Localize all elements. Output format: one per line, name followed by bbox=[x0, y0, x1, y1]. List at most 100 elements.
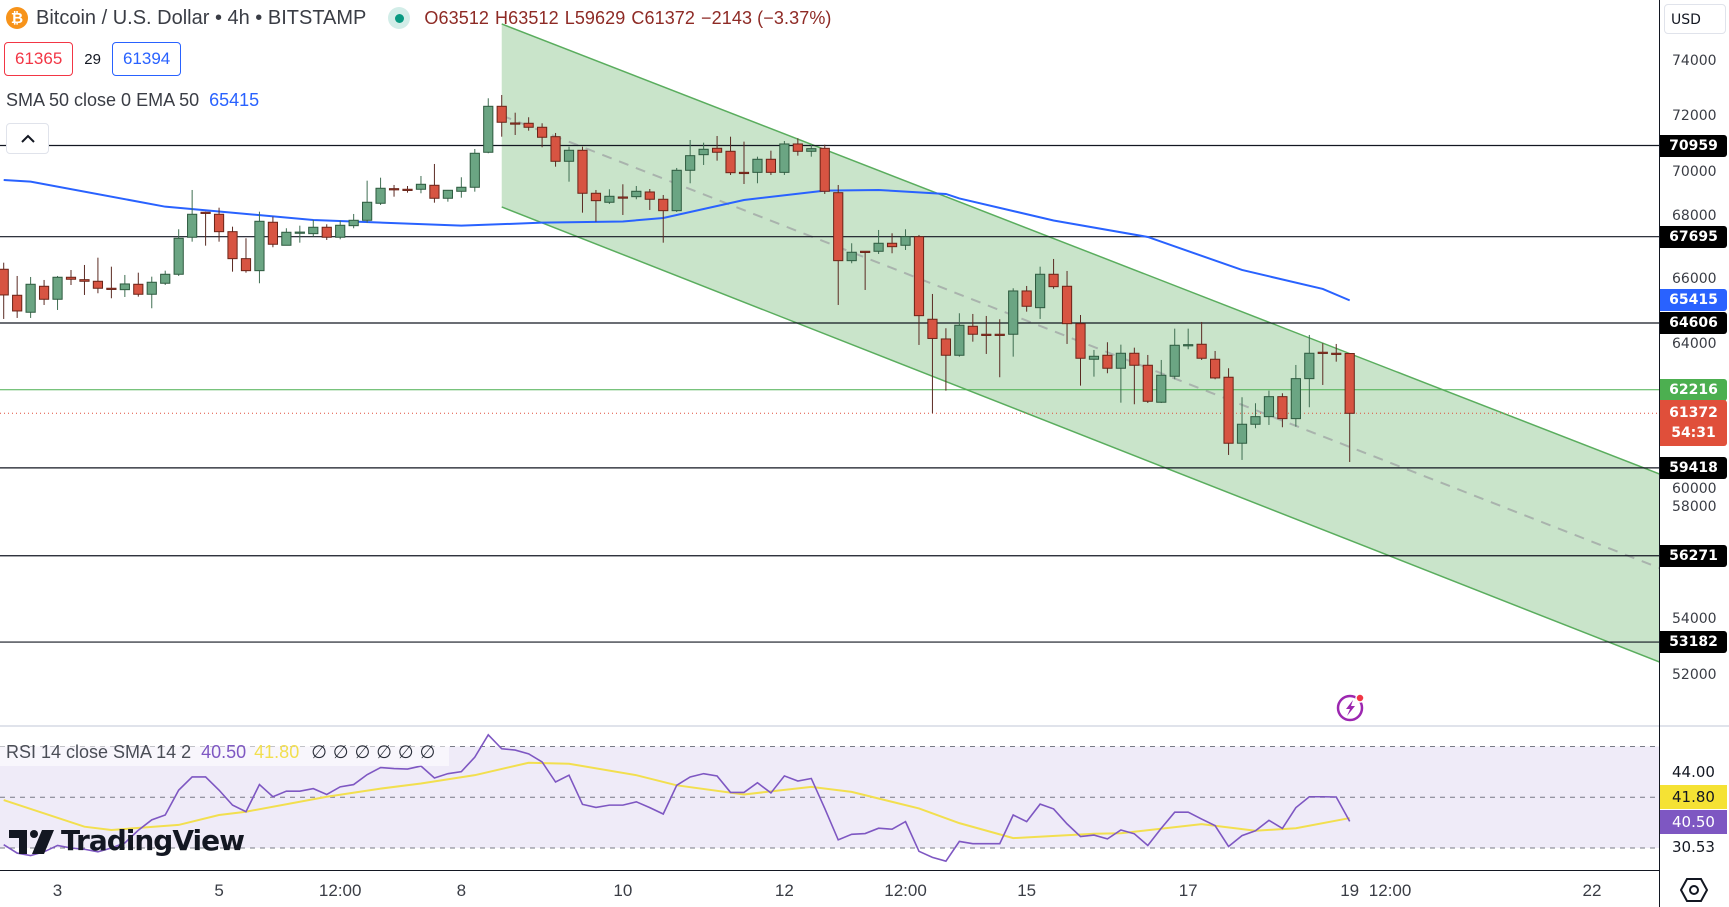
candle-down[interactable] bbox=[92, 257, 104, 294]
candle-down[interactable] bbox=[913, 234, 925, 345]
candle-down[interactable] bbox=[1021, 285, 1032, 312]
candle-up[interactable] bbox=[52, 275, 63, 310]
candle-down[interactable] bbox=[550, 132, 561, 167]
indicator-legend[interactable]: SMA 50 close 0 EMA 50 65415 bbox=[6, 90, 259, 111]
sell-button[interactable]: 61365 bbox=[4, 42, 74, 76]
settings-icon[interactable] bbox=[1680, 877, 1708, 903]
candle-down[interactable] bbox=[577, 146, 588, 213]
candle-down[interactable] bbox=[833, 184, 844, 305]
candle-down[interactable] bbox=[267, 216, 278, 248]
candle-down[interactable] bbox=[738, 141, 750, 184]
candle-down[interactable] bbox=[1048, 258, 1059, 289]
candle-up[interactable] bbox=[173, 229, 184, 276]
candle-up[interactable] bbox=[415, 175, 427, 194]
candle-up[interactable] bbox=[456, 177, 467, 198]
candle-up[interactable] bbox=[806, 144, 817, 157]
candle-up[interactable] bbox=[698, 142, 709, 165]
price-pane[interactable] bbox=[0, 23, 1660, 663]
candle-down[interactable] bbox=[967, 313, 978, 342]
candle-up[interactable] bbox=[1304, 334, 1315, 408]
candle-up[interactable] bbox=[631, 185, 642, 200]
candle-down[interactable] bbox=[510, 112, 521, 135]
candle-down[interactable] bbox=[496, 94, 507, 137]
indicator-label[interactable]: SMA 50 close 0 EMA 50 bbox=[6, 90, 200, 110]
candle-down[interactable] bbox=[213, 207, 225, 242]
candle-down[interactable] bbox=[537, 123, 548, 148]
pane-divider[interactable] bbox=[0, 725, 1729, 727]
candle-down[interactable] bbox=[388, 184, 400, 197]
candle-down[interactable] bbox=[792, 138, 803, 156]
candle-up[interactable] bbox=[954, 313, 965, 357]
candle-down[interactable] bbox=[765, 150, 777, 175]
candle-up[interactable] bbox=[1115, 344, 1126, 403]
candle-up[interactable] bbox=[348, 213, 359, 229]
candle-down[interactable] bbox=[819, 144, 830, 194]
rsi-label[interactable]: RSI 14 close SMA 14 2 bbox=[6, 741, 192, 762]
candle-up[interactable] bbox=[671, 167, 682, 212]
candle-up[interactable] bbox=[1183, 328, 1194, 350]
candle-down[interactable] bbox=[79, 264, 90, 295]
candle-up[interactable] bbox=[846, 243, 857, 264]
candle-down[interactable] bbox=[711, 135, 723, 161]
candle-up[interactable] bbox=[187, 189, 198, 242]
candle-up[interactable] bbox=[1250, 403, 1261, 429]
channel-lower-line[interactable] bbox=[501, 206, 1660, 663]
candle-up[interactable] bbox=[1035, 266, 1046, 319]
candle-up[interactable] bbox=[362, 180, 373, 223]
candle-up[interactable] bbox=[779, 140, 790, 175]
candle-down[interactable] bbox=[1075, 314, 1086, 386]
rsi-legend[interactable]: RSI 14 close SMA 14 2 40.50 41.80 ∅∅∅∅∅∅ bbox=[0, 738, 450, 766]
candle-down[interactable] bbox=[1129, 347, 1140, 405]
candle-up[interactable] bbox=[1169, 328, 1180, 380]
candle-up[interactable] bbox=[752, 156, 763, 184]
candle-down[interactable] bbox=[658, 194, 669, 243]
candle-down[interactable] bbox=[65, 269, 77, 285]
candle-up[interactable] bbox=[604, 189, 615, 204]
candle-down[interactable] bbox=[133, 272, 144, 297]
candle-up[interactable] bbox=[873, 229, 884, 254]
candle-down[interactable] bbox=[429, 163, 440, 203]
candle-down[interactable] bbox=[644, 188, 655, 210]
candle-down[interactable] bbox=[981, 315, 992, 354]
candle-up[interactable] bbox=[1236, 397, 1248, 460]
candle-down[interactable] bbox=[1142, 354, 1153, 404]
candle-up[interactable] bbox=[1156, 359, 1167, 404]
candle-up[interactable] bbox=[685, 139, 696, 184]
candle-up[interactable] bbox=[119, 274, 130, 297]
candle-up[interactable] bbox=[442, 189, 453, 202]
candle-up[interactable] bbox=[308, 219, 319, 237]
lightning-alert-icon[interactable] bbox=[1335, 691, 1367, 723]
candle-down[interactable] bbox=[940, 328, 951, 391]
candle-down[interactable] bbox=[1210, 350, 1221, 380]
candle-up[interactable] bbox=[483, 98, 494, 154]
candle-down[interactable] bbox=[1196, 321, 1207, 360]
candle-down[interactable] bbox=[240, 238, 252, 273]
candle-up[interactable] bbox=[469, 148, 480, 192]
candle-down[interactable] bbox=[617, 184, 628, 215]
candle-down[interactable] bbox=[1223, 368, 1234, 455]
candle-up[interactable] bbox=[25, 276, 36, 318]
tradingview-logo[interactable]: TradingView bbox=[9, 824, 245, 857]
candle-up[interactable] bbox=[294, 225, 305, 243]
symbol-title[interactable]: Bitcoin / U.S. Dollar • 4h • BITSTAMP bbox=[36, 6, 367, 29]
candle-up[interactable] bbox=[281, 228, 292, 246]
candle-down[interactable] bbox=[590, 189, 602, 222]
candle-down[interactable] bbox=[402, 185, 413, 193]
candle-up[interactable] bbox=[1263, 390, 1275, 425]
candle-down[interactable] bbox=[1331, 343, 1342, 362]
candle-down[interactable] bbox=[38, 279, 50, 305]
currency-selector[interactable]: USD bbox=[1664, 4, 1726, 34]
candle-up[interactable] bbox=[160, 270, 171, 285]
candle-down[interactable] bbox=[1061, 270, 1073, 344]
candle-up[interactable] bbox=[254, 211, 265, 284]
candle-down[interactable] bbox=[200, 211, 211, 246]
candle-down[interactable] bbox=[1102, 342, 1113, 374]
candle-down[interactable] bbox=[321, 224, 332, 240]
market-status-icon[interactable] bbox=[388, 7, 411, 29]
buy-button[interactable]: 61394 bbox=[111, 42, 182, 76]
collapse-legend-button[interactable] bbox=[6, 123, 49, 154]
channel-upper-line[interactable] bbox=[501, 23, 1660, 475]
candle-down[interactable] bbox=[994, 319, 1005, 378]
candle-up[interactable] bbox=[146, 276, 157, 309]
candle-down[interactable] bbox=[725, 136, 736, 175]
